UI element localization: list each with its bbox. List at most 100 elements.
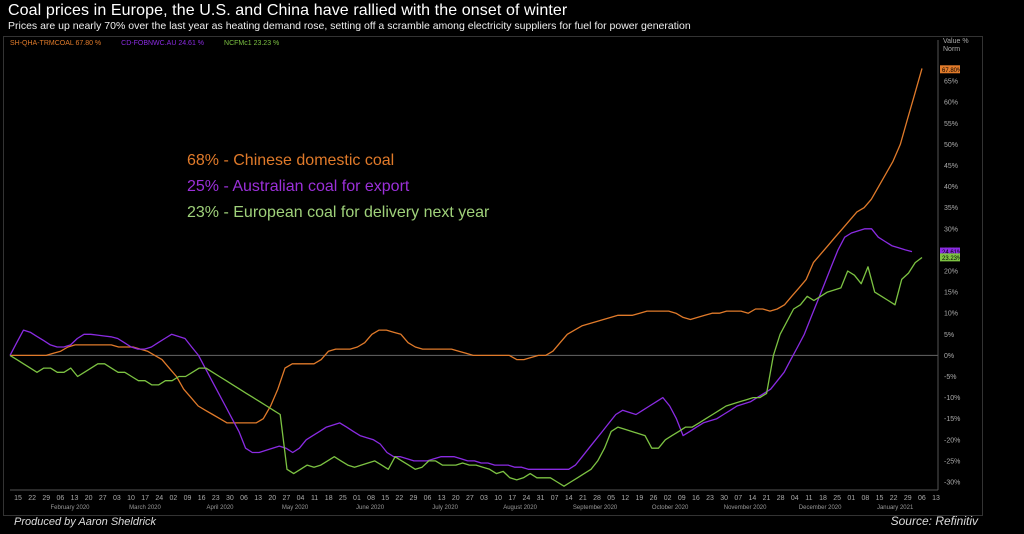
x-tick-label: 17 [141,495,149,502]
y-tick-label: 45% [944,163,958,170]
x-tick-label: 03 [113,495,121,502]
x-tick-label: 11 [311,495,318,502]
axis-header-value: Value % [943,38,969,45]
x-tick-label: 10 [494,495,502,502]
x-tick-label: 26 [650,495,658,502]
y-tick-label: -10% [944,395,960,402]
x-tick-label: 01 [353,495,361,502]
x-tick-label: 06 [918,495,926,502]
x-tick-label: 13 [254,495,262,502]
x-tick-label: 15 [876,495,884,502]
y-tick-label: 60% [944,100,958,107]
y-tick-label: 20% [944,269,958,276]
y-tick-label: -30% [944,480,960,487]
x-tick-label: 12 [621,495,629,502]
y-tick-label: 40% [944,184,958,191]
y-tick-label: 0% [944,353,954,360]
x-tick-label: 27 [99,495,107,502]
annotation-european-coal: 23% - European coal for delivery next ye… [187,204,490,221]
x-tick-label: 08 [367,495,375,502]
x-tick-label: 18 [819,495,827,502]
x-tick-label: 15 [381,495,389,502]
end-value-badge [940,247,960,256]
x-tick-label: 30 [720,495,728,502]
axis-header-norm: Norm [943,46,960,53]
x-tick-label: 29 [904,495,912,502]
x-tick-label: 09 [184,495,192,502]
footer-credit: Produced by Aaron Sheldrick [14,516,157,528]
y-tick-label: 5% [944,332,954,339]
month-label: December 2020 [799,505,842,511]
x-tick-label: 16 [692,495,700,502]
month-label: May 2020 [282,505,309,511]
x-tick-label: 20 [268,495,276,502]
x-tick-label: 30 [226,495,234,502]
x-tick-label: 27 [282,495,290,502]
x-tick-label: 27 [466,495,474,502]
series-line-cd-fobnwc-au [9,228,913,470]
x-tick-label: 25 [833,495,841,502]
x-tick-label: 29 [410,495,418,502]
x-tick-label: 03 [480,495,488,502]
x-tick-label: 20 [85,495,93,502]
x-tick-label: 06 [240,495,248,502]
x-tick-label: 15 [14,495,22,502]
x-tick-label: 24 [155,495,163,502]
month-label: October 2020 [652,505,689,511]
x-tick-label: 22 [395,495,403,502]
x-tick-label: 20 [452,495,460,502]
x-tick-label: 04 [297,495,305,502]
x-tick-label: 09 [678,495,686,502]
chart-subtitle: Prices are up nearly 70% over the last y… [8,20,691,32]
month-label: April 2020 [207,505,235,511]
y-tick-label: -5% [944,374,956,381]
x-tick-label: 10 [127,495,135,502]
x-tick-label: 23 [706,495,714,502]
month-label: January 2021 [877,505,914,511]
x-tick-label: 23 [212,495,220,502]
month-label: July 2020 [432,505,458,511]
legend-top: SH-QHA-TRMCOAL 67.80 % CD-FOBNWC.AU 24.6… [10,40,279,47]
month-label: November 2020 [724,505,767,511]
y-tick-label: 55% [944,121,958,128]
x-tick-label: 22 [890,495,898,502]
y-tick-label: -15% [944,416,960,423]
annotation-chinese-coal: 68% - Chinese domestic coal [187,152,395,169]
y-tick-label: 15% [944,290,958,297]
chart-title: Coal prices in Europe, the U.S. and Chin… [8,2,568,19]
month-label: February 2020 [50,505,90,511]
x-tick-label: 24 [523,495,531,502]
annotation-australian-coal: 25% - Australian coal for export [187,178,410,195]
x-tick-label: 01 [847,495,855,502]
x-tick-label: 13 [71,495,79,502]
x-tick-label: 25 [339,495,347,502]
x-tick-label: 11 [805,495,812,502]
y-tick-label: -20% [944,437,960,444]
x-tick-label: 22 [28,495,36,502]
x-tick-label: 28 [593,495,601,502]
x-tick-label: 17 [508,495,516,502]
series-line-ncfmc1 [9,256,923,487]
series-line-sh-qha-trmcoal [10,68,923,424]
end-value-badge [940,65,960,74]
x-tick-label: 13 [438,495,446,502]
end-value-badge [940,253,960,262]
x-tick-label: 21 [763,495,771,502]
x-tick-label: 14 [565,495,573,502]
x-tick-label: 06 [424,495,432,502]
legend-item-cd-fob[interactable]: CD-FOBNWC.AU 24.61 % [121,40,205,47]
legend-item-sh-qha[interactable]: SH-QHA-TRMCOAL 67.80 % [10,40,102,47]
end-value-label: 24.61% [942,250,963,256]
month-label: September 2020 [573,505,618,511]
x-tick-label: 06 [56,495,64,502]
x-tick-label: 05 [607,495,615,502]
x-tick-label: 19 [636,495,644,502]
x-tick-label: 04 [791,495,799,502]
x-tick-label: 29 [42,495,50,502]
y-tick-label: 30% [944,226,958,233]
x-tick-label: 21 [579,495,587,502]
legend-item-ncfm[interactable]: NCFMc1 23.23 % [224,40,280,47]
y-tick-label: 10% [944,311,958,318]
end-value-label: 67.80% [942,68,963,74]
